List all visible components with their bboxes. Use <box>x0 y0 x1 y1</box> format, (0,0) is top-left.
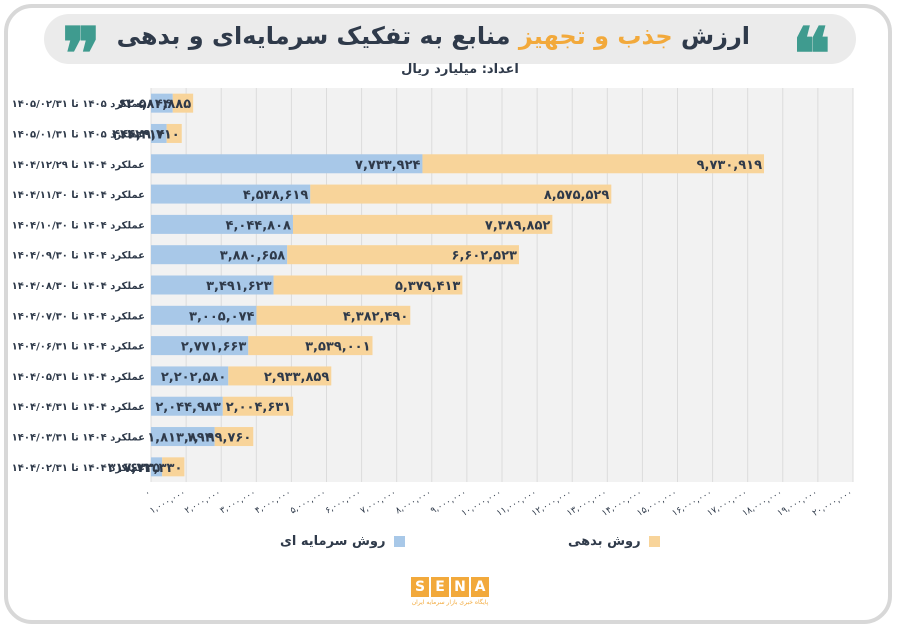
data-label-capital: ۴۴۶,۳۱۴ <box>112 127 165 142</box>
data-label-current: ۶۳۳,۳۳۰ <box>130 461 183 476</box>
legend-capital-label: روش سرمایه ای <box>280 534 386 549</box>
logo-letter-s: S <box>411 577 429 597</box>
logo-letter-n: N <box>451 577 469 597</box>
bar-capital <box>151 427 215 447</box>
data-label-current: ۵۸۰,۸۸۵ <box>139 97 192 112</box>
data-label-capital: ۲,۰۴۴,۹۸۳ <box>155 400 220 415</box>
logo-tagline: پایگاه خبری بازار سرمایه ایران <box>411 599 489 606</box>
category-label: عملکرد ۱۴۰۴ تا ۱۴۰۴/۰۶/۳۱ <box>12 342 145 353</box>
legend-current: روش بدهی <box>568 534 660 549</box>
category-label: عملکرد ۱۴۰۴ تا ۱۴۰۴/۰۵/۳۱ <box>12 372 145 383</box>
data-label-capital: ۴,۵۳۸,۶۱۹ <box>243 188 308 203</box>
category-label: عملکرد ۱۴۰۴ تا ۱۴۰۴/۰۳/۳۱ <box>12 433 145 444</box>
x-tick-label: ۶,۰۰۰,۰۰۰ <box>324 488 363 516</box>
data-label-capital: ۷,۷۳۳,۹۲۴ <box>355 158 420 173</box>
data-label-current: ۹,۷۳۰,۹۱۹ <box>697 158 762 173</box>
bar-capital <box>151 336 249 356</box>
data-label-current: ۴۲۹,۷۱۰ <box>127 127 180 142</box>
title-part-2: منابع به تفکیک سرمایه‌ای و بدهی <box>116 22 511 50</box>
category-label: عملکرد ۱۴۰۴ تا ۱۴۰۴/۰۹/۳۰ <box>12 251 145 262</box>
bar-capital <box>151 396 223 416</box>
data-label-capital: ۶۲۰,۰۴۴ <box>118 97 171 112</box>
x-tick-label: ۵,۰۰۰,۰۰۰ <box>289 488 328 516</box>
legend-current-swatch <box>648 536 660 547</box>
x-tick-label: ۰ <box>143 488 152 499</box>
bar-capital <box>151 366 229 386</box>
category-label: عملکرد ۱۴۰۴ تا ۱۴۰۴/۱۲/۲۹ <box>12 160 145 171</box>
bar-current <box>248 336 373 356</box>
bar-capital <box>151 123 167 143</box>
bar-capital <box>151 245 288 265</box>
bar-current <box>256 305 411 325</box>
data-label-current: ۷,۳۸۹,۸۵۲ <box>485 218 550 233</box>
data-label-current: ۲,۰۰۴,۶۳۱ <box>226 400 291 415</box>
title-accent: جذب و تجهیز <box>518 22 673 50</box>
category-label: عملکرد ۱۴۰۴ تا ۱۴۰۴/۱۰/۳۰ <box>12 220 145 231</box>
category-label: عملکرد ۱۴۰۴ تا ۱۴۰۴/۰۸/۳۰ <box>12 281 145 292</box>
category-label: عملکرد ۱۴۰۴ تا ۱۴۰۴/۰۴/۳۱ <box>12 402 145 413</box>
bar-current <box>172 93 194 113</box>
bar-capital <box>151 184 311 204</box>
x-tick-label: ۷,۰۰۰,۰۰۰ <box>359 488 398 516</box>
unit-label: اعداد: میلیارد ریال <box>401 62 519 77</box>
bar-current <box>422 154 765 174</box>
bar-current <box>228 366 332 386</box>
data-label-capital: ۳۱۷,۷۲۵ <box>108 461 161 476</box>
data-label-capital: ۱,۸۱۳,۸۹۳ <box>147 431 212 446</box>
chart-title: ارزش جذب و تجهیز منابع به تفکیک سرمایه‌ا… <box>117 22 750 50</box>
bar-capital <box>151 154 423 174</box>
data-label-current: ۸,۵۷۵,۵۲۹ <box>544 188 609 203</box>
bar-capital <box>151 275 274 295</box>
bar-capital <box>151 457 163 477</box>
data-label-capital: ۳,۸۸۰,۶۵۸ <box>220 249 285 264</box>
x-tick-label: ۸,۰۰۰,۰۰۰ <box>394 488 433 516</box>
bar-current <box>273 275 463 295</box>
data-label-current: ۳,۵۳۹,۰۰۱ <box>305 340 370 355</box>
title-banner <box>44 14 856 64</box>
data-label-current: ۱,۰۹۹,۷۶۰ <box>186 431 251 446</box>
bar-current <box>166 123 182 143</box>
x-tick-label: ۳,۰۰۰,۰۰۰ <box>219 488 258 516</box>
data-label-capital: ۲,۷۷۱,۶۶۳ <box>181 340 246 355</box>
category-label: عملکرد ۱۴۰۴ تا ۱۴۰۴/۰۲/۳۱ <box>12 463 145 474</box>
category-label: عملکرد ۱۴۰۴ تا ۱۴۰۴/۱۱/۳۰ <box>12 190 145 201</box>
data-label-capital: ۲,۲۰۲,۵۸۰ <box>161 370 226 385</box>
x-tick-label: ۱,۰۰۰,۰۰۰ <box>148 488 187 516</box>
data-label-current: ۲,۹۳۳,۸۵۹ <box>264 370 329 385</box>
logo-letter-a: A <box>471 577 489 597</box>
x-tick-label: ۲,۰۰۰,۰۰۰ <box>183 488 222 516</box>
category-label: عملکرد ۱۴۰۵ تا ۱۴۰۵/۰۲/۳۱ <box>12 99 145 110</box>
bar-capital <box>151 305 257 325</box>
bar-capital <box>151 214 293 234</box>
bar-current <box>214 427 254 447</box>
data-label-capital: ۳,۴۹۱,۶۲۳ <box>206 279 271 294</box>
x-tick-label: ۲۰,۰۰۰,۰۰۰ <box>811 488 854 519</box>
quote-open-icon: ❞ <box>62 11 101 96</box>
legend-current-label: روش بدهی <box>568 534 641 549</box>
data-label-capital: ۳,۰۰۵,۰۷۴ <box>189 309 254 324</box>
quote-close-icon: ❝ <box>792 11 831 96</box>
bar-current <box>310 184 612 204</box>
bar-current <box>292 214 553 234</box>
x-tick-label: ۴,۰۰۰,۰۰۰ <box>254 488 293 516</box>
bar-current <box>287 245 519 265</box>
sena-logo: S E N A پایگاه خبری بازار سرمایه ایران <box>411 577 489 607</box>
category-label: عملکرد ۱۴۰۴ تا ۱۴۰۴/۰۷/۳۰ <box>12 311 145 322</box>
data-label-current: ۴,۳۸۲,۴۹۰ <box>343 309 408 324</box>
title-part-1: ارزش <box>681 22 750 50</box>
data-label-capital: ۴,۰۴۴,۸۰۸ <box>226 218 291 233</box>
legend-capital-swatch <box>393 536 405 547</box>
bar-current <box>222 396 294 416</box>
category-label: عملکرد ۱۴۰۵ تا ۱۴۰۵/۰۱/۳۱ <box>12 129 145 140</box>
legend-capital: روش سرمایه ای <box>280 534 405 549</box>
bar-capital <box>151 93 173 113</box>
logo-letter-e: E <box>431 577 449 597</box>
bar-current <box>162 457 185 477</box>
data-label-current: ۵,۳۷۹,۴۱۳ <box>395 279 460 294</box>
data-label-current: ۶,۶۰۲,۵۲۳ <box>452 249 517 264</box>
